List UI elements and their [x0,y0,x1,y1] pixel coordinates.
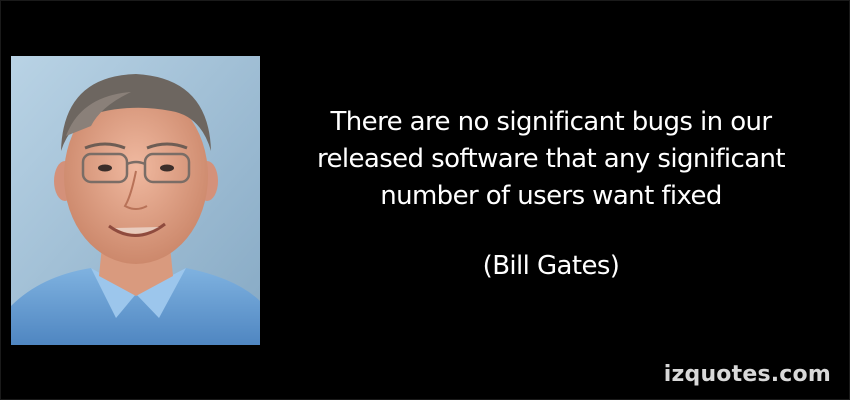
portrait-photo [11,56,260,345]
quote-text: There are no significant bugs in our rel… [281,104,821,215]
quote-author: (Bill Gates) [271,251,831,281]
portrait-photo-icon [11,56,260,345]
quote-block: There are no significant bugs in our rel… [271,104,831,281]
site-watermark: izquotes.com [664,362,831,387]
